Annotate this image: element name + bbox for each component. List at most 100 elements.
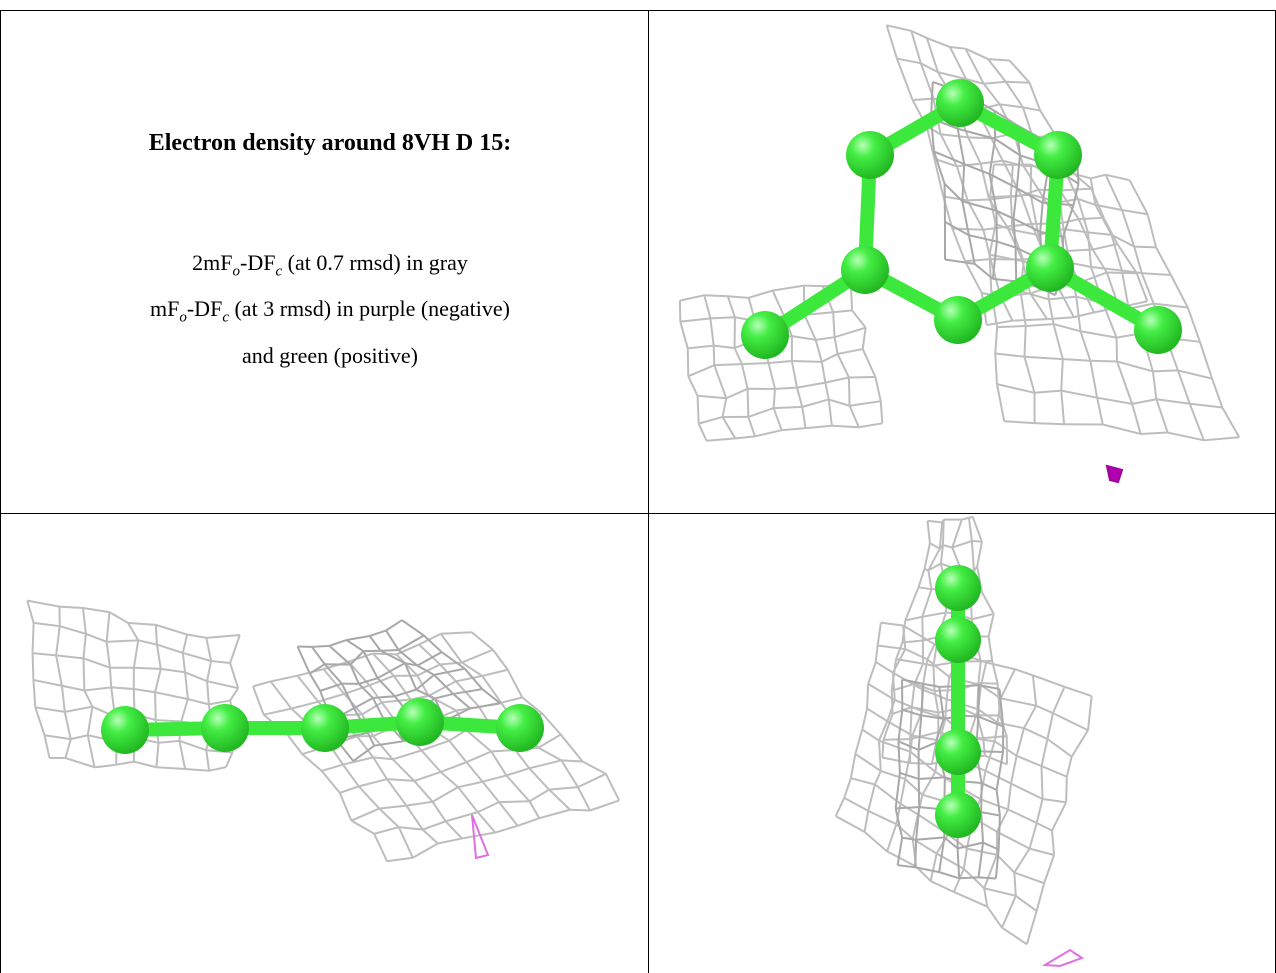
mesh-edge bbox=[933, 151, 946, 184]
mesh-edge bbox=[897, 864, 916, 869]
mesh-edge bbox=[882, 756, 911, 764]
mesh-edge bbox=[825, 376, 850, 384]
mesh-edge bbox=[831, 424, 859, 429]
mesh-edge bbox=[186, 633, 207, 639]
mesh-edge bbox=[1012, 187, 1018, 219]
mesh-edge bbox=[981, 591, 995, 615]
mesh-edge bbox=[833, 337, 839, 355]
mesh-edge bbox=[967, 136, 982, 165]
mesh-edge bbox=[421, 828, 439, 845]
mesh-edge bbox=[369, 674, 395, 687]
mesh-edge bbox=[441, 651, 466, 670]
mesh-edge bbox=[455, 680, 480, 708]
mesh-edge bbox=[1052, 712, 1089, 732]
mesh-edge bbox=[978, 876, 996, 880]
mesh-edge bbox=[1102, 423, 1141, 435]
mesh-edge bbox=[1009, 164, 1014, 197]
mesh-edge bbox=[434, 692, 454, 700]
mesh-edge bbox=[377, 662, 406, 680]
mesh-edge bbox=[154, 692, 157, 721]
mesh-edge bbox=[687, 344, 714, 350]
mesh-edge bbox=[962, 200, 997, 212]
mesh-edge bbox=[837, 348, 863, 355]
mesh-edge bbox=[577, 772, 607, 789]
mesh-edge bbox=[796, 381, 826, 389]
mesh-edge bbox=[416, 664, 435, 676]
mesh-edge bbox=[291, 700, 319, 710]
mesh-edge bbox=[835, 815, 866, 833]
mesh-edge bbox=[185, 768, 210, 772]
mesh-edge bbox=[403, 662, 418, 691]
mesh-edge bbox=[1010, 782, 1043, 800]
molecule bbox=[741, 79, 1182, 359]
mesh-edge bbox=[927, 548, 941, 571]
mesh-edge bbox=[398, 826, 423, 831]
mesh-edge bbox=[106, 639, 139, 643]
mesh-edge bbox=[895, 58, 914, 101]
mesh-edge bbox=[1053, 323, 1081, 333]
mesh-edge bbox=[386, 856, 413, 863]
mesh-edge bbox=[726, 295, 736, 318]
mesh-edge bbox=[1041, 765, 1068, 778]
mesh-edge bbox=[309, 663, 326, 675]
mesh-edge bbox=[886, 850, 917, 868]
mesh-edge bbox=[781, 427, 806, 432]
mesh-edge bbox=[366, 732, 376, 747]
mesh-edge bbox=[1105, 173, 1130, 182]
mesh-edge bbox=[827, 399, 833, 426]
mesh-edge bbox=[132, 640, 140, 668]
mesh-edge bbox=[923, 682, 940, 688]
mesh-edge bbox=[697, 394, 727, 400]
mesh-edge bbox=[964, 48, 985, 85]
mesh-edge bbox=[875, 661, 894, 674]
mesh-edge bbox=[994, 138, 1021, 157]
mesh-edge bbox=[155, 644, 162, 670]
mesh-edge bbox=[929, 542, 941, 550]
mesh-edge bbox=[880, 621, 904, 627]
mesh-edge bbox=[934, 718, 945, 743]
mesh-edge bbox=[440, 771, 459, 788]
mesh-edge bbox=[1087, 231, 1112, 236]
mesh-edge bbox=[987, 58, 1007, 83]
mesh-edge bbox=[980, 662, 988, 686]
mesh-edge bbox=[577, 786, 591, 811]
mesh-edge bbox=[1186, 307, 1201, 343]
mesh-edge bbox=[455, 674, 483, 683]
mesh-edge bbox=[452, 693, 471, 710]
mesh-edge bbox=[927, 562, 942, 572]
mesh-edge bbox=[362, 650, 379, 679]
mesh-edge bbox=[995, 383, 1006, 422]
mesh-edge bbox=[929, 853, 938, 882]
mesh-edge bbox=[1155, 246, 1172, 276]
density-mesh bbox=[988, 163, 1241, 442]
atom bbox=[935, 565, 981, 611]
mesh-edge bbox=[805, 424, 832, 430]
mesh-edge bbox=[372, 735, 394, 760]
mesh-edge bbox=[963, 163, 990, 175]
mesh-edge bbox=[1029, 293, 1049, 320]
mesh-edge bbox=[914, 682, 935, 692]
mesh-edge bbox=[1090, 173, 1106, 180]
legend-line: mFo-DFc (at 3 rmsd) in purple (negative) bbox=[20, 290, 640, 336]
mesh-edge bbox=[82, 658, 86, 691]
mesh-edge bbox=[358, 778, 388, 788]
mesh-edge bbox=[529, 759, 562, 770]
mesh-edge bbox=[984, 754, 1008, 766]
mesh-edge bbox=[1020, 290, 1050, 301]
mesh-edge bbox=[35, 706, 65, 713]
mesh-edge bbox=[350, 819, 375, 835]
mesh-edge bbox=[154, 668, 162, 693]
mesh-edge bbox=[182, 651, 212, 662]
mesh-edge bbox=[1001, 926, 1028, 946]
mesh-edge bbox=[61, 684, 85, 692]
mesh-edge bbox=[1023, 356, 1036, 394]
mesh-edge bbox=[416, 651, 443, 667]
mesh-edge bbox=[1000, 697, 1037, 707]
mesh-edge bbox=[801, 406, 807, 429]
mesh-edge bbox=[26, 600, 35, 624]
mesh-edge bbox=[208, 699, 231, 706]
atom bbox=[1034, 131, 1082, 179]
mesh-edge bbox=[1096, 396, 1133, 405]
mesh-edge bbox=[697, 423, 708, 442]
